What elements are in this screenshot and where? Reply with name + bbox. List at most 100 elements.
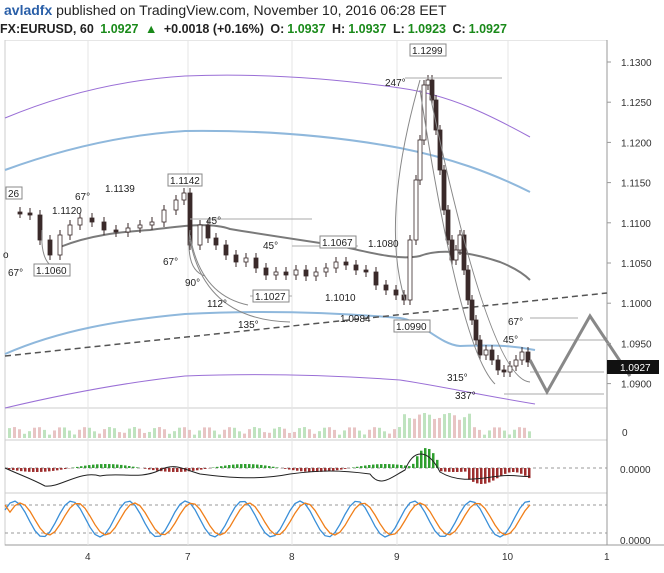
candle <box>461 234 467 271</box>
macd-bar <box>312 468 315 472</box>
macd-bar <box>60 468 63 470</box>
svg-text:1: 1 <box>604 552 610 563</box>
volume-bar <box>258 428 261 438</box>
svg-text:9: 9 <box>394 552 400 563</box>
price-tick: 1.1050 <box>621 259 652 270</box>
macd-bar <box>32 468 35 472</box>
volume-bar <box>318 431 321 438</box>
candle <box>47 239 53 256</box>
candle <box>293 269 299 276</box>
volume-bar <box>263 432 266 438</box>
volume-bar <box>208 427 211 438</box>
macd-bar <box>492 468 495 481</box>
macd-bar <box>100 464 103 468</box>
candle <box>181 192 187 201</box>
macd-bar <box>468 468 471 480</box>
label-1-1010: 1.1010 <box>325 293 356 304</box>
macd-bar <box>484 468 487 484</box>
svg-text:112°: 112° <box>207 299 227 310</box>
volume-bar <box>428 414 431 438</box>
publish-header: avladfx published on TradingView.com, No… <box>0 0 664 20</box>
volume-bar <box>393 429 396 438</box>
candle <box>323 267 329 273</box>
macd-bar <box>232 464 235 468</box>
macd-bar <box>20 468 23 472</box>
candle <box>333 261 339 269</box>
label-1-1139: 1.1139 <box>105 184 135 195</box>
volume-bar <box>88 427 91 438</box>
macd-bar <box>356 466 359 468</box>
price-tick: 1.0900 <box>621 380 652 391</box>
volume-bar <box>438 417 441 438</box>
price-pane[interactable] <box>4 40 608 409</box>
macd-bar <box>76 466 79 468</box>
macd-bar <box>324 468 327 472</box>
macd-bar <box>360 466 363 468</box>
volume-bar <box>478 429 481 438</box>
chart-canvas[interactable]: 26 1.1139 1.1142 1.1120 1.1060 1.1067 1.… <box>0 40 664 573</box>
stochastic-pane[interactable] <box>4 492 608 546</box>
macd-bar <box>456 468 459 472</box>
volume-bar <box>148 431 151 438</box>
candle <box>303 269 309 277</box>
volume-bar <box>518 427 521 438</box>
candle <box>417 139 423 181</box>
price-axis[interactable]: 1.1300 1.1250 1.1200 1.1150 1.1100 1.1050 1.10… <box>607 58 652 391</box>
macd-bar <box>176 468 179 472</box>
volume-bar <box>483 434 486 438</box>
candle <box>383 284 389 291</box>
candle <box>313 271 319 277</box>
macd-bar <box>152 468 155 471</box>
macd-bar <box>216 466 219 468</box>
volume-bar <box>128 428 131 438</box>
volume-bar <box>463 417 466 438</box>
low-value: 1.0923 <box>407 22 446 36</box>
svg-text:45°: 45° <box>206 216 221 227</box>
macd-bar <box>52 468 55 471</box>
price-tick: 1.1300 <box>621 58 652 69</box>
macd-bar <box>512 468 515 473</box>
macd-bar <box>520 468 523 474</box>
volume-bar <box>288 432 291 438</box>
volume-bar <box>268 432 271 438</box>
macd-bar <box>204 468 207 469</box>
candle <box>67 224 73 236</box>
symbol-label[interactable]: FX:EURUSD, 60 <box>0 22 94 36</box>
candle <box>89 217 95 223</box>
volume-bar <box>298 428 301 438</box>
svg-text:315°: 315° <box>447 373 468 384</box>
macd-bar <box>244 464 247 468</box>
macd-bar <box>80 466 83 468</box>
macd-bar <box>92 464 95 468</box>
author-name[interactable]: avladfx <box>4 2 53 18</box>
macd-bar <box>236 464 239 468</box>
volume-bar <box>308 429 311 438</box>
svg-text:67°: 67° <box>75 192 90 203</box>
svg-text:7: 7 <box>185 552 191 563</box>
volume-bar <box>378 427 381 438</box>
volume-bar <box>503 430 506 438</box>
time-axis[interactable]: 4 7 8 9 10 1 <box>85 552 610 563</box>
volume-bar <box>113 428 116 438</box>
macd-bar <box>108 464 111 468</box>
macd-bar <box>452 468 455 472</box>
macd-bar <box>412 463 415 468</box>
volume-bar <box>498 427 501 438</box>
macd-bar <box>444 468 447 472</box>
macd-bar <box>260 464 263 468</box>
macd-bar <box>184 468 187 472</box>
projection-zigzag[interactable] <box>528 313 632 396</box>
volume-bar <box>58 427 61 438</box>
macd-bar <box>88 465 91 468</box>
candle <box>161 209 167 223</box>
volume-bar <box>418 414 421 438</box>
candle <box>425 79 431 86</box>
price-tick: 1.1150 <box>621 179 651 190</box>
macd-bar <box>120 464 123 468</box>
candle <box>477 339 483 356</box>
macd-pane[interactable] <box>4 439 608 494</box>
svg-text:45°: 45° <box>503 335 518 346</box>
svg-text:67°: 67° <box>508 317 523 328</box>
label-misc: o <box>3 250 9 261</box>
macd-bar <box>384 464 387 468</box>
